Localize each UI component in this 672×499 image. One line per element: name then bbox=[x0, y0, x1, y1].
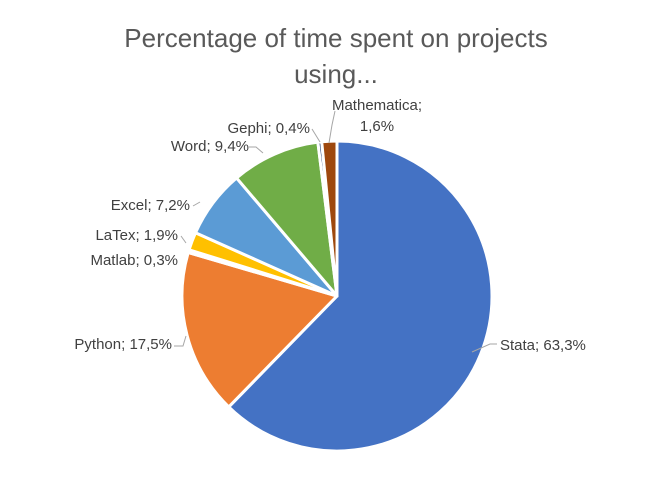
data-label-python: Python; 17,5% bbox=[74, 336, 172, 353]
data-label-gephi: Gephi; 0,4% bbox=[227, 120, 310, 137]
data-label-line: Mathematica; bbox=[332, 97, 422, 114]
chart-title-line-2: using... bbox=[294, 59, 378, 89]
data-label-matlab: Matlab; 0,3% bbox=[90, 252, 178, 269]
data-label-stata: Stata; 63,3% bbox=[500, 337, 586, 354]
leader-line-python bbox=[174, 335, 187, 347]
data-label-excel: Excel; 7,2% bbox=[111, 197, 190, 214]
data-label-word: Word; 9,4% bbox=[171, 138, 249, 155]
pie-slice-python bbox=[180, 251, 339, 409]
pie-slice-word bbox=[235, 140, 339, 298]
data-label-line: 1,6% bbox=[360, 118, 394, 135]
leader-line-word bbox=[249, 146, 264, 154]
data-label-latex: LaTex; 1,9% bbox=[95, 227, 178, 244]
leader-line-gephi bbox=[311, 128, 321, 143]
data-label-mathematica: Mathematica; 1,6% bbox=[332, 97, 422, 135]
leader-line-excel bbox=[192, 201, 201, 207]
leader-line-latex bbox=[180, 235, 187, 244]
leader-line-mathematica bbox=[328, 110, 336, 144]
chart-title-line-1: Percentage of time spent on projects bbox=[124, 23, 548, 53]
pie-slice-stata bbox=[227, 139, 494, 453]
chart-title: Percentage of time spent on projects usi… bbox=[0, 20, 672, 92]
leader-line-stata bbox=[471, 343, 497, 353]
